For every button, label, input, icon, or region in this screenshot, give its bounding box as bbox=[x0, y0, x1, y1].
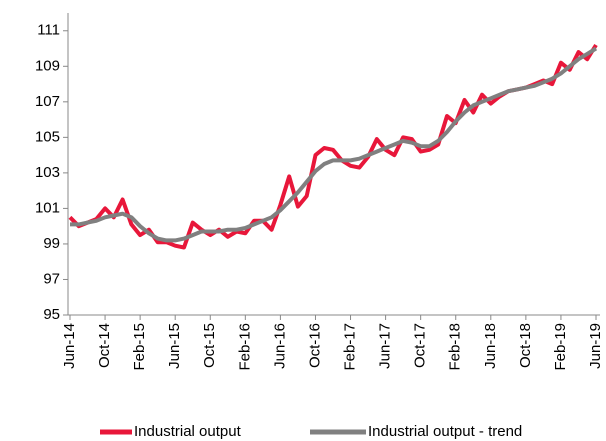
x-tick-label: Feb-15 bbox=[131, 323, 148, 371]
x-tick-label: Feb-18 bbox=[447, 323, 464, 371]
y-tick-label: 97 bbox=[43, 270, 60, 287]
x-tick-label: Feb-16 bbox=[236, 323, 253, 371]
y-tick-label: 101 bbox=[35, 199, 60, 216]
x-tick-label: Oct-14 bbox=[96, 323, 113, 368]
x-tick-label: Jun-17 bbox=[377, 323, 394, 369]
x-tick-label: Jun-18 bbox=[482, 323, 499, 369]
x-tick-label: Oct-15 bbox=[201, 323, 218, 368]
y-tick-label: 107 bbox=[35, 93, 60, 110]
x-tick-label: Jun-15 bbox=[166, 323, 183, 369]
x-tick-label: Jun-16 bbox=[271, 323, 288, 369]
x-tick-label: Jun-14 bbox=[61, 323, 78, 369]
y-tick-label: 105 bbox=[35, 128, 60, 145]
y-tick-label: 111 bbox=[37, 22, 60, 39]
series-line bbox=[68, 43, 598, 250]
y-tick-label: 99 bbox=[43, 235, 60, 252]
x-tick-label: Oct-18 bbox=[517, 323, 534, 368]
series-line bbox=[70, 46, 598, 243]
x-tick-label: Feb-17 bbox=[342, 323, 359, 371]
x-tick-label: Jun-19 bbox=[587, 323, 604, 369]
y-tick-label: 103 bbox=[35, 164, 60, 181]
y-tick-label: 109 bbox=[35, 57, 60, 74]
legend-label: Industrial output - trend bbox=[368, 423, 522, 440]
x-tick-label: Oct-17 bbox=[412, 323, 429, 368]
y-tick-label: 95 bbox=[43, 306, 60, 323]
x-tick-label: Feb-19 bbox=[552, 323, 569, 371]
x-tick-label: Oct-16 bbox=[306, 323, 323, 368]
legend-label: Industrial output bbox=[134, 423, 242, 440]
